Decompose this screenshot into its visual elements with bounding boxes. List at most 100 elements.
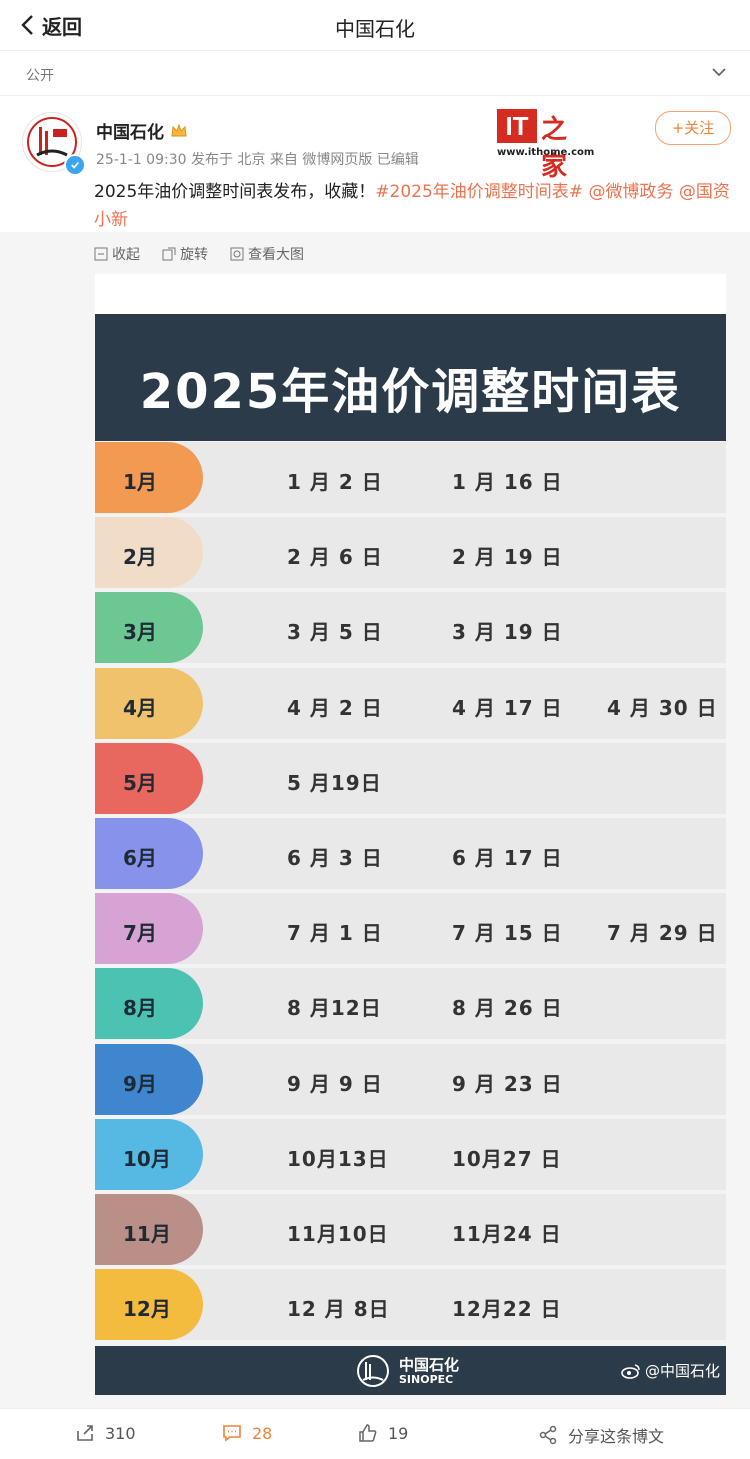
comment-button[interactable]: 28	[222, 1423, 272, 1443]
chevron-down-icon[interactable]	[712, 67, 726, 77]
back-label: 返回	[42, 14, 82, 39]
schedule-row: 7月 7 月 1 日 7 月 15 日 7 月 29 日	[95, 893, 726, 965]
thumbs-up-icon	[359, 1424, 377, 1442]
weibo-icon	[621, 1363, 640, 1379]
image-top-margin	[95, 274, 726, 314]
sinopec-logo-icon	[27, 117, 77, 167]
month-pill	[95, 517, 203, 589]
month-label: 6月	[123, 846, 157, 870]
adjustment-date: 7 月 1 日	[287, 921, 383, 946]
adjustment-date: 7 月 15 日	[452, 921, 563, 946]
author-name[interactable]: 中国石化	[96, 123, 164, 143]
schedule-row: 3月 3 月 5 日 3 月 19 日	[95, 592, 726, 664]
month-pill	[95, 1194, 203, 1265]
month-label: 5月	[123, 770, 157, 795]
repost-button[interactable]: 310	[75, 1423, 136, 1443]
month-pill	[95, 742, 203, 814]
collapse-icon	[94, 247, 108, 261]
adjustment-date: 2 月 6 日	[287, 545, 383, 570]
share-button[interactable]: 分享这条博文	[538, 1423, 664, 1447]
adjustment-date: 10月13日	[287, 1146, 389, 1171]
adjustment-date: 6 月 3 日	[287, 846, 383, 870]
schedule-row: 8月 8 月12日 8 月 26 日	[95, 968, 726, 1040]
month-pill	[95, 1043, 203, 1115]
month-label: 2月	[123, 545, 157, 570]
collapse-button[interactable]: 收起	[94, 244, 140, 264]
chevron-left-icon	[21, 15, 33, 35]
schedule-title: 2025年油价调整时间表	[139, 364, 682, 420]
month-pill	[95, 592, 203, 664]
adjustment-date: 4 月 2 日	[287, 695, 383, 720]
ithome-url: www.ithome.com	[497, 147, 595, 158]
weibo-watermark: @中国石化	[621, 1360, 720, 1381]
visibility-bar[interactable]: 公开	[0, 51, 750, 96]
footer-brand-zh: 中国石化	[399, 1356, 460, 1374]
month-label: 12月	[123, 1297, 171, 1322]
month-pill	[95, 1269, 203, 1341]
month-label: 9月	[123, 1071, 157, 1096]
month-label: 8月	[123, 996, 157, 1021]
adjustment-date: 8 月 26 日	[452, 996, 563, 1021]
adjustment-date: 12月22 日	[452, 1297, 562, 1322]
post-text: 2025年油价调整时间表发布，收藏！#2025年油价调整时间表# @微博政务 @…	[94, 178, 734, 234]
adjustment-date: 9 月 23 日	[452, 1071, 563, 1096]
footer-brand-en: SINOPEC	[399, 1373, 454, 1386]
schedule-row: 11月 11月10日 11月24 日	[95, 1194, 726, 1265]
ithome-watermark-logo: IT 之家 www.ithome.com	[497, 109, 594, 182]
adjustment-date: 11月10日	[287, 1222, 389, 1246]
visibility-label: 公开	[26, 68, 54, 84]
month-label: 4月	[123, 695, 157, 720]
schedule-row: 2月 2 月 6 日 2 月 19 日	[95, 517, 726, 589]
schedule-row: 9月 9 月 9 日 9 月 23 日	[95, 1043, 726, 1115]
hashtag-link[interactable]: #2025年油价调整时间表#	[375, 182, 584, 202]
page-title: 中国石化	[335, 17, 415, 41]
adjustment-date: 12 月 8日	[287, 1297, 390, 1322]
month-pill	[95, 818, 203, 889]
schedule-row: 5月 5 月19日	[95, 742, 726, 814]
month-pill	[95, 442, 203, 513]
share-icon	[539, 1425, 557, 1445]
adjustment-date: 3 月 19 日	[452, 620, 563, 645]
collapse-label: 收起	[112, 247, 140, 263]
month-label: 1月	[123, 470, 157, 494]
month-label: 11月	[123, 1222, 171, 1246]
schedule-footer: 中国石化 SINOPEC @中国石化	[95, 1346, 726, 1395]
follow-button[interactable]: +关注	[655, 111, 731, 145]
schedule-row: 1月 1 月 2 日 1 月 16 日	[95, 442, 726, 513]
ithome-logo-it: IT	[497, 109, 537, 143]
mention-link[interactable]: @微博政务	[588, 182, 674, 202]
adjustment-date: 4 月 17 日	[452, 695, 563, 720]
month-label: 3月	[123, 620, 157, 645]
weibo-watermark-text: @中国石化	[644, 1362, 720, 1380]
crown-icon	[171, 122, 187, 136]
verified-badge-icon	[64, 154, 86, 176]
avatar[interactable]	[22, 112, 82, 172]
adjustment-date: 4 月 30 日	[607, 695, 718, 720]
ithome-logo-zh: 之家	[541, 115, 568, 182]
comment-icon	[223, 1425, 241, 1442]
month-label: 7月	[123, 921, 157, 946]
like-count: 19	[388, 1423, 409, 1443]
like-button[interactable]: 19	[358, 1423, 408, 1443]
rotate-button[interactable]: 旋转	[162, 244, 208, 264]
adjustment-date: 1 月 2 日	[287, 470, 383, 494]
repost-icon	[77, 1425, 93, 1441]
schedule-row: 10月 10月13日 10月27 日	[95, 1118, 726, 1190]
view-large-button[interactable]: 查看大图	[230, 244, 304, 264]
rotate-icon	[162, 247, 176, 261]
author-name-row[interactable]: 中国石化	[96, 118, 188, 143]
view-large-label: 查看大图	[248, 247, 304, 263]
top-nav-bar: 返回 中国石化	[0, 0, 750, 51]
back-button[interactable]: 返回	[20, 8, 82, 42]
mention-link[interactable]: @国资小新	[94, 182, 730, 230]
adjustment-date: 3 月 5 日	[287, 620, 383, 645]
month-pill	[95, 667, 203, 739]
adjustment-date: 1 月 16 日	[452, 470, 563, 494]
sinopec-logo-icon	[357, 1355, 389, 1387]
bottom-action-bar: 310 28 19 分享这条博文	[0, 1408, 750, 1459]
month-pill	[95, 968, 203, 1040]
rotate-label: 旋转	[180, 247, 208, 263]
post-meta: 25-1-1 09:30 发布于 北京 来自 微博网页版 已编辑	[96, 152, 419, 168]
adjustment-date: 2 月 19 日	[452, 545, 563, 570]
